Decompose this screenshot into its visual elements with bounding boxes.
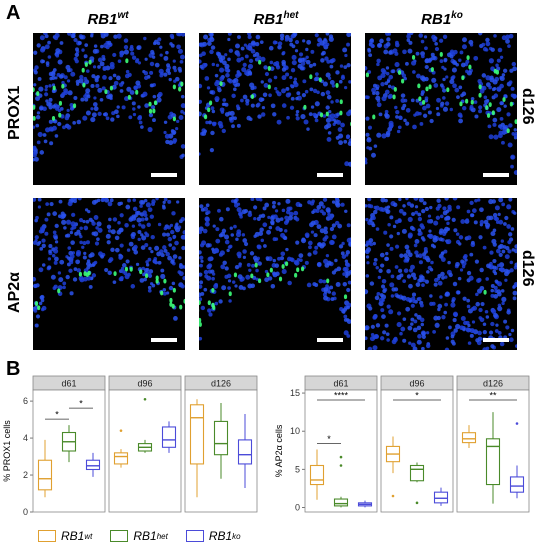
ap2a-boxplot: % AP2α cells 0 5 10 15 d61 * **** d96 * d126 ** — [272, 370, 540, 520]
box-outlier — [339, 464, 343, 467]
micrograph-ap2a-ko — [365, 198, 517, 350]
y-tick-label: 0 — [295, 502, 300, 512]
scale-bar — [317, 338, 343, 342]
legend-swatch — [110, 530, 129, 542]
legend-label-sup: wt — [84, 531, 93, 541]
facet-panel — [304, 389, 378, 513]
micrograph-prox1-wt — [33, 33, 185, 185]
legend-swatch — [38, 530, 56, 542]
box — [113, 452, 129, 465]
facet-label: d126 — [483, 379, 503, 389]
column-header-sup: wt — [117, 10, 129, 21]
y-tick-label: 0 — [23, 507, 28, 517]
box-outlier — [143, 397, 147, 401]
scale-bar — [151, 338, 177, 342]
y-tick-label: 4 — [23, 433, 28, 443]
box — [509, 476, 525, 493]
facet-label: d96 — [409, 379, 424, 389]
micrograph-ap2a-het — [199, 198, 351, 350]
legend-swatch — [185, 530, 204, 542]
y-axis-label: % AP2α cells — [274, 424, 284, 477]
box — [461, 432, 477, 444]
column-header-base: RB1 — [87, 11, 118, 28]
scale-bar — [483, 173, 509, 177]
prox1-boxplot: % PROX1 cells 0 2 4 6 d61 * * d96 d126 — [0, 370, 265, 520]
y-axis-label: % PROX1 cells — [2, 420, 12, 482]
panel-letter-a: A — [6, 2, 21, 24]
significance-label: **** — [334, 391, 349, 401]
box-outlier — [339, 455, 343, 459]
column-header-base: RB1 — [421, 11, 452, 28]
legend-label-sup: ko — [232, 531, 241, 541]
box — [309, 464, 325, 486]
box — [485, 438, 501, 486]
box — [333, 498, 349, 507]
row-day-d126-top: d126 — [519, 88, 536, 125]
legend: RB1 wt RB1 het RB1 ko — [38, 529, 259, 543]
legend-label-base: RB1 — [133, 529, 157, 543]
legend-label-sup: het — [156, 531, 168, 541]
box — [37, 459, 53, 491]
box — [409, 464, 425, 482]
significance-label: * — [415, 391, 419, 401]
column-header-base: RB1 — [253, 11, 284, 28]
significance-label: * — [79, 399, 83, 409]
box — [237, 439, 253, 465]
legend-item-ko: RB1 ko — [185, 529, 241, 543]
column-header-het: RB1het — [216, 10, 336, 28]
column-header-ko: RB1ko — [382, 10, 502, 28]
facet-label: d96 — [137, 379, 152, 389]
box — [213, 420, 229, 456]
micrograph-ap2a-wt — [33, 198, 185, 350]
significance-label: * — [55, 410, 59, 420]
micrograph-prox1-het — [199, 33, 351, 185]
box-outlier — [391, 494, 395, 498]
box — [85, 459, 101, 471]
legend-item-het: RB1 het — [110, 529, 168, 543]
legend-label-base: RB1 — [208, 529, 233, 543]
column-header-wt: RB1wt — [48, 10, 168, 28]
row-day-d126-bottom: d126 — [519, 250, 536, 287]
column-header-sup: het — [283, 10, 299, 21]
micrograph-prox1-ko — [365, 33, 517, 185]
scale-bar — [317, 173, 343, 177]
significance-label: * — [327, 434, 331, 444]
significance-label: ** — [489, 391, 497, 401]
facet-label: d61 — [333, 379, 348, 389]
box-outlier — [515, 422, 519, 425]
facet-label: d126 — [211, 379, 231, 389]
legend-label-base: RB1 — [61, 529, 85, 543]
facet-label: d61 — [61, 379, 76, 389]
panel-letter-b: B — [6, 358, 21, 380]
box — [433, 491, 449, 504]
scale-bar — [483, 338, 509, 342]
scale-bar — [151, 173, 177, 177]
box-outlier — [415, 501, 419, 505]
y-tick-label: 6 — [23, 396, 28, 406]
legend-item-wt: RB1 wt — [38, 529, 92, 543]
y-tick-label: 5 — [295, 464, 300, 474]
box-outlier — [119, 429, 123, 432]
row-label-prox1: PROX1 — [6, 85, 23, 140]
box — [161, 426, 177, 448]
y-tick-label: 15 — [290, 388, 300, 398]
y-tick-label: 2 — [23, 470, 28, 480]
column-header-sup: ko — [451, 10, 463, 21]
y-tick-label: 10 — [290, 426, 300, 436]
box — [189, 404, 205, 465]
row-label-ap2a: AP2α — [6, 272, 23, 313]
